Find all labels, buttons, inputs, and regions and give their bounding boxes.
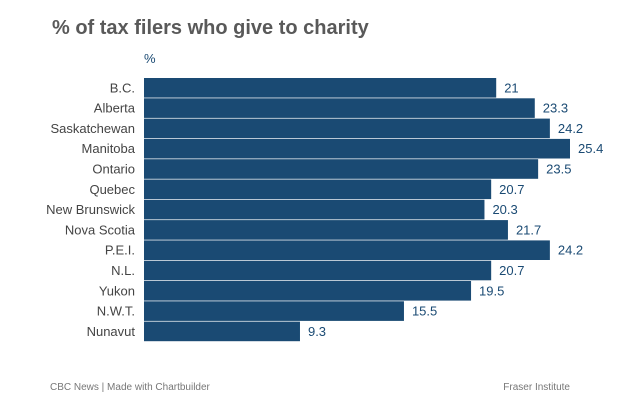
bar-ontario [144, 159, 539, 179]
category-label: Nova Scotia [65, 222, 136, 237]
category-label: Nunavut [87, 324, 136, 339]
value-label: 15.5 [412, 304, 437, 319]
bar-n-l [144, 260, 492, 281]
bar-n-w-t [144, 301, 404, 321]
category-label: N.W.T. [97, 304, 135, 319]
footer-credit: CBC News | Made with Chartbuilder [50, 382, 210, 393]
category-label: P.E.I. [105, 243, 135, 258]
value-label: 25.4 [578, 141, 603, 156]
bar-nova-scotia [144, 220, 508, 240]
bar-nunavut [144, 321, 300, 342]
chart-title: % of tax filers who give to charity [52, 17, 369, 39]
value-label: 19.5 [479, 283, 504, 298]
footer-source: Fraser Institute [503, 382, 570, 393]
bar-alberta [144, 98, 535, 118]
value-label: 21.7 [516, 222, 541, 237]
value-label: 20.7 [499, 263, 524, 278]
bar-quebec [144, 179, 492, 200]
unit-label: % [144, 51, 156, 66]
bar-yukon [144, 281, 472, 301]
value-label: 24.2 [558, 121, 583, 136]
category-label: New Brunswick [46, 202, 135, 217]
category-label: N.L. [111, 263, 135, 278]
value-label: 20.3 [492, 202, 517, 217]
category-label: B.C. [110, 80, 135, 95]
category-label: Quebec [89, 182, 135, 197]
value-label: 21 [504, 80, 518, 95]
category-label: Manitoba [82, 141, 136, 156]
value-label: 24.2 [558, 243, 583, 258]
bar-b-c [144, 78, 497, 98]
value-label: 9.3 [308, 324, 326, 339]
bar-manitoba [144, 138, 570, 159]
category-label: Yukon [99, 283, 135, 298]
category-label: Ontario [92, 162, 135, 177]
value-label: 20.7 [499, 182, 524, 197]
category-label: Saskatchewan [50, 121, 135, 136]
value-label: 23.3 [543, 101, 568, 116]
bar-new-brunswick [144, 199, 485, 220]
bar-p-e-i [144, 240, 550, 260]
value-label: 23.5 [546, 162, 571, 177]
bar-saskatchewan [144, 118, 550, 139]
category-label: Alberta [94, 101, 136, 116]
